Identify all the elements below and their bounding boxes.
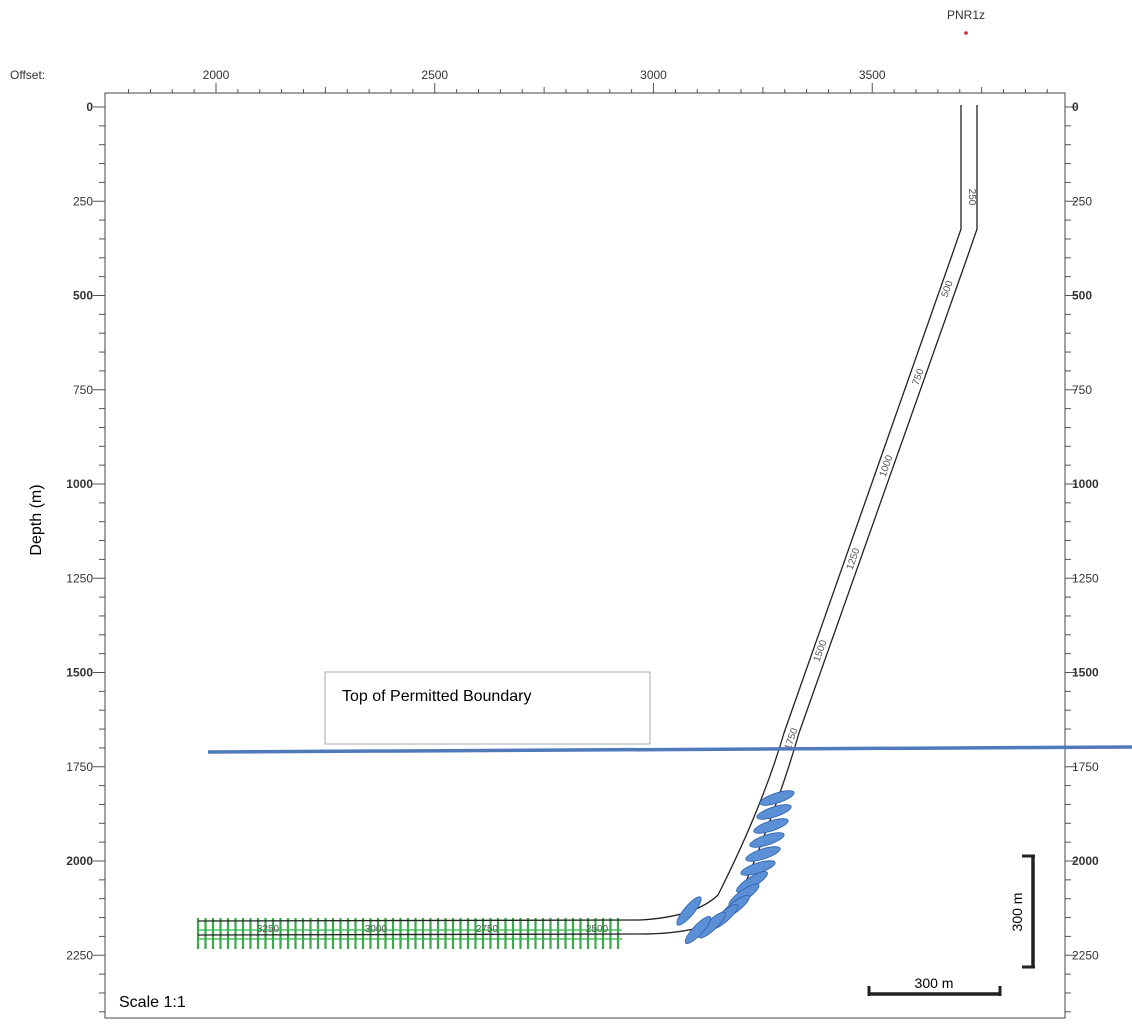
offset-axis-label: Offset: (10, 68, 45, 82)
md-label: 1500 (812, 638, 830, 663)
depth-tick-label-right: 2250 (1072, 948, 1099, 962)
vertical-scale-label: 300 m (1009, 893, 1025, 932)
trajectory-right-wall (197, 105, 978, 936)
boundary-line (207, 745, 1132, 754)
lateral-md-label: 2750 (476, 924, 499, 935)
horizontal-scale-bar (867, 986, 1002, 996)
scale-label: Scale 1:1 (119, 994, 186, 1011)
offset-tick-label: 3000 (640, 68, 667, 82)
offset-tick-label: 2000 (203, 68, 230, 82)
depth-tick-label-left: 250 (73, 194, 93, 208)
md-label: 750 (911, 367, 927, 387)
boundary-label: Top of Permitted Boundary (342, 688, 531, 705)
depth-tick-label-right: 1750 (1072, 760, 1099, 774)
frac-ellipse (684, 916, 712, 944)
depth-tick-label-right: 0 (1072, 100, 1079, 114)
depth-axis-label: Depth (m) (28, 484, 45, 555)
frac-ellipse (676, 896, 702, 926)
lateral-md-label: 3000 (365, 924, 388, 935)
vertical-scale-bar (1022, 854, 1035, 969)
md-label: 250 (966, 189, 977, 206)
frac-ellipse (745, 846, 781, 862)
frac-ellipse (756, 804, 792, 820)
horizontal-scale-label: 300 m (915, 975, 954, 991)
well-name: PNR1z (947, 8, 985, 22)
depth-tick-label-left: 500 (73, 289, 93, 303)
trajectory-left-wall (197, 105, 962, 922)
frac-ellipse (753, 818, 789, 834)
depth-tick-label-left: 2250 (66, 948, 93, 962)
boundary-label-box (324, 671, 651, 745)
depth-tick-label-left: 1250 (66, 571, 93, 585)
offset-axis: 2000 2500 3000 3500 (128, 68, 1048, 93)
depth-tick-label-left: 1500 (66, 666, 93, 680)
lateral-md-label: 2500 (586, 924, 609, 935)
depth-tick-label-left: 0 (86, 100, 93, 114)
depth-tick-label-left: 1750 (66, 760, 93, 774)
well-marker (964, 31, 968, 35)
depth-tick-label-right: 1500 (1072, 666, 1099, 680)
depth-tick-label-right: 1250 (1072, 571, 1099, 585)
depth-tick-label-left: 750 (73, 383, 93, 397)
depth-tick-label-right: 750 (1072, 383, 1092, 397)
lateral-md-label: 3250 (257, 924, 280, 935)
depth-tick-label-left: 1000 (66, 477, 93, 491)
depth-tick-label-left: 2000 (66, 854, 93, 868)
frac-ellipse (759, 790, 795, 806)
depth-axis: 0 0 250 250 500 500 750 750 1000 1000 1250 1250 1500… (66, 100, 1099, 1013)
depth-tick-label-right: 250 (1072, 194, 1092, 208)
depth-tick-label-right: 500 (1072, 289, 1092, 303)
frac-ellipses (676, 790, 795, 944)
offset-tick-label: 2500 (421, 68, 448, 82)
plot-frame (104, 92, 1066, 1019)
frac-ellipse (749, 832, 785, 848)
depth-tick-label-right: 2000 (1072, 854, 1099, 868)
offset-tick-label: 3500 (859, 68, 886, 82)
depth-tick-label-right: 1000 (1072, 477, 1099, 491)
